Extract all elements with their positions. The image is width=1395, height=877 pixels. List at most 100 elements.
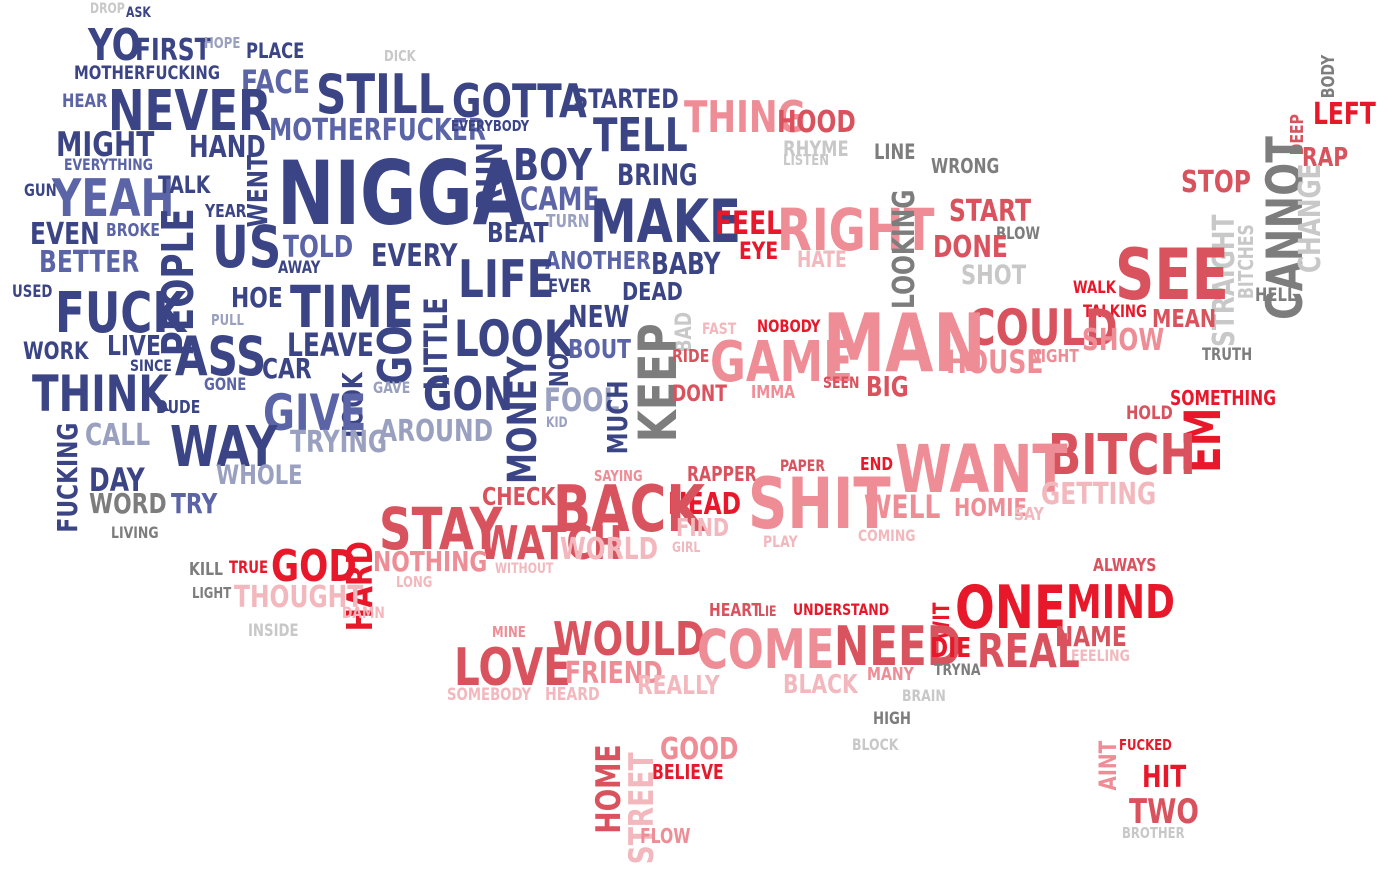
word-hope: HOPE — [204, 34, 241, 52]
word-night: NIGHT — [1029, 346, 1079, 367]
word-think: THINK — [32, 365, 169, 423]
word-show: SHOW — [1082, 323, 1165, 358]
word-aint: AINT — [1094, 740, 1122, 791]
word-word: WORD — [89, 487, 167, 520]
word-many: MANY — [867, 664, 914, 685]
word-coming: COMING — [858, 526, 916, 545]
word-call: CALL — [85, 418, 151, 453]
word-gotta: GOTTA — [452, 74, 587, 128]
word-done: DONE — [933, 230, 1008, 265]
word-eye: EYE — [739, 237, 779, 265]
word-fucking: FUCKING — [51, 422, 84, 533]
word-without: WITHOUT — [495, 561, 554, 577]
word-started: STARTED — [573, 84, 679, 115]
word-give: GIVE — [263, 384, 367, 442]
word-gone: GONE — [204, 375, 247, 395]
word-real: REAL — [977, 624, 1080, 678]
word-seen: SEEN — [823, 373, 860, 392]
word-head: HEAD — [668, 487, 742, 522]
word-brother: BROTHER — [1122, 824, 1185, 842]
word-baby: BABY — [651, 247, 721, 282]
word-life: LIFE — [458, 250, 555, 310]
word-really: REALLY — [637, 671, 720, 701]
word-ass: ASS — [175, 325, 267, 388]
word-lie: LIE — [758, 604, 777, 620]
word-make: MAKE — [590, 187, 742, 257]
word-listen: LISTEN — [783, 151, 830, 169]
word-car: CAR — [262, 352, 312, 385]
word-believe: BELIEVE — [652, 760, 724, 784]
word-truth: TRUTH — [1202, 345, 1253, 365]
word-say: SAY — [1014, 504, 1044, 525]
word-always: ALWAYS — [1093, 555, 1157, 576]
word-fuck: FUCK — [55, 281, 187, 346]
word-see: SEE — [1115, 234, 1229, 316]
word-one: ONE — [955, 573, 1066, 643]
word-somebody: SOMEBODY — [447, 685, 532, 705]
word-boy: BOY — [513, 140, 592, 191]
word-nigga: NIGGA — [277, 142, 526, 245]
word-still: STILL — [316, 63, 445, 126]
word-never: NEVER — [108, 79, 272, 144]
word-play: PLAY — [763, 532, 798, 551]
word-away: AWAY — [278, 258, 321, 278]
word-girl: GIRL — [672, 540, 701, 556]
word-turn: TURN — [546, 211, 590, 232]
word-new: NEW — [568, 300, 630, 335]
word-time: TIME — [290, 273, 414, 341]
word-line: LINE — [874, 140, 916, 164]
word-go: GO — [368, 325, 422, 386]
word-paper: PAPER — [780, 456, 825, 475]
word-shot: SHOT — [961, 260, 1027, 291]
word-fool: FOOL — [544, 381, 620, 419]
word-tryna: TRYNA — [934, 660, 981, 679]
word-much: MUCH — [601, 380, 634, 455]
word-back: BACK — [553, 473, 706, 547]
word-love: LOVE — [454, 638, 571, 698]
word-long: LONG — [396, 573, 433, 591]
word-light: LIGHT — [192, 584, 232, 602]
word-bitch: BITCH — [1048, 423, 1196, 488]
word-rap: RAP — [1302, 143, 1349, 173]
word-home: HOME — [589, 744, 629, 834]
word-hoe: HOE — [231, 281, 283, 314]
word-hand: HAND — [189, 130, 266, 165]
word-blow: BLOW — [996, 224, 1040, 244]
word-hood: HOOD — [777, 105, 856, 140]
word-kid: KID — [546, 415, 568, 431]
word-day: DAY — [89, 461, 145, 499]
word-motherfucking: MOTHERFUCKING — [74, 62, 220, 84]
word-nothing: NOTHING — [373, 545, 488, 578]
word-heard: HEARD — [545, 684, 600, 705]
word-face: FACE — [241, 63, 310, 101]
word-left: LEFT — [1313, 97, 1376, 132]
word-way: WAY — [170, 415, 278, 480]
word-big: BIG — [866, 370, 909, 403]
word-brain: BRAIN — [902, 686, 946, 705]
word-everybody: EVERYBODY — [451, 117, 530, 135]
word-thought: THOUGHT — [234, 580, 364, 615]
word-shit: SHIT — [748, 463, 891, 545]
word-tell: TELL — [593, 108, 688, 162]
word-bring: BRING — [617, 158, 698, 192]
word-trying: TRYING — [290, 425, 388, 460]
word-look: LOOK — [454, 310, 574, 368]
word-thing: THING — [684, 92, 806, 143]
word-something: SOMETHING — [1170, 386, 1277, 410]
word-game: GAME — [710, 330, 853, 395]
word-house: HOUSE — [946, 343, 1044, 381]
word-hold: HOLD — [1126, 402, 1173, 424]
word-talk: TALK — [158, 171, 211, 199]
word-broke: BROKE — [106, 220, 160, 241]
word-another: ANOTHER — [545, 246, 651, 275]
word-ever: EVER — [548, 275, 592, 297]
word-us: US — [212, 213, 282, 281]
word-feel: FEEL — [715, 204, 783, 242]
word-bout: BOUT — [568, 335, 632, 365]
word-damn: DAMN — [342, 603, 385, 622]
word-whole: WHOLE — [216, 460, 303, 491]
word-friend: FRIEND — [565, 656, 663, 691]
word-hell: HELL — [1255, 284, 1297, 306]
word-name: NAME — [1055, 620, 1127, 653]
word-well: WELL — [864, 488, 941, 526]
